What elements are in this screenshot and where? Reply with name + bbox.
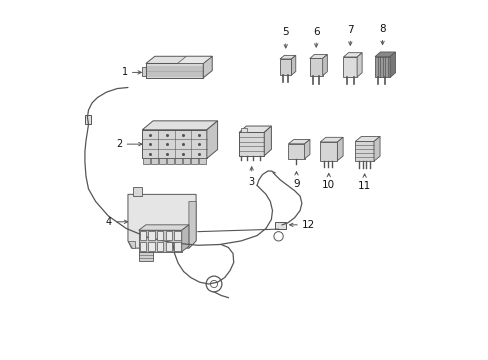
Text: 5: 5 bbox=[282, 27, 288, 37]
Polygon shape bbox=[337, 137, 343, 161]
Text: 6: 6 bbox=[312, 27, 319, 37]
Polygon shape bbox=[356, 53, 362, 77]
Polygon shape bbox=[343, 53, 362, 57]
Polygon shape bbox=[304, 139, 309, 159]
Bar bbox=[85, 116, 91, 125]
Polygon shape bbox=[145, 63, 203, 78]
Polygon shape bbox=[320, 137, 343, 142]
Polygon shape bbox=[374, 57, 389, 77]
Polygon shape bbox=[128, 241, 135, 248]
Polygon shape bbox=[142, 130, 206, 158]
Bar bbox=[157, 231, 163, 240]
Text: 10: 10 bbox=[322, 180, 335, 190]
Bar bbox=[167, 158, 174, 164]
Polygon shape bbox=[206, 121, 217, 158]
Text: 12: 12 bbox=[301, 220, 314, 230]
Polygon shape bbox=[389, 52, 395, 77]
Bar bbox=[148, 231, 155, 240]
Bar bbox=[241, 128, 247, 132]
Polygon shape bbox=[322, 54, 326, 76]
Polygon shape bbox=[280, 59, 291, 75]
Bar bbox=[274, 222, 285, 229]
Bar bbox=[174, 242, 180, 251]
Polygon shape bbox=[309, 54, 326, 58]
Bar bbox=[157, 242, 163, 251]
Bar bbox=[199, 158, 206, 164]
Polygon shape bbox=[288, 144, 304, 159]
Polygon shape bbox=[239, 126, 271, 132]
Polygon shape bbox=[291, 55, 295, 75]
Bar bbox=[165, 231, 172, 240]
Polygon shape bbox=[320, 142, 337, 161]
Bar bbox=[159, 158, 165, 164]
Polygon shape bbox=[280, 55, 295, 59]
Polygon shape bbox=[343, 57, 356, 77]
Bar bbox=[148, 242, 155, 251]
Polygon shape bbox=[374, 52, 395, 57]
Bar bbox=[183, 158, 190, 164]
Polygon shape bbox=[145, 56, 212, 63]
Polygon shape bbox=[203, 56, 212, 78]
Polygon shape bbox=[309, 58, 322, 76]
Polygon shape bbox=[355, 141, 373, 161]
Text: 9: 9 bbox=[293, 179, 299, 189]
Polygon shape bbox=[139, 230, 182, 252]
Text: 3: 3 bbox=[248, 177, 254, 186]
Polygon shape bbox=[239, 132, 264, 156]
Polygon shape bbox=[288, 139, 309, 144]
Bar bbox=[133, 187, 142, 196]
Polygon shape bbox=[128, 194, 196, 248]
Bar bbox=[165, 242, 172, 251]
Polygon shape bbox=[264, 126, 271, 156]
Polygon shape bbox=[139, 225, 188, 230]
Bar bbox=[142, 158, 149, 164]
Polygon shape bbox=[355, 136, 379, 141]
Text: 11: 11 bbox=[357, 181, 370, 191]
Bar bbox=[140, 231, 146, 240]
Text: 1: 1 bbox=[122, 67, 128, 77]
Polygon shape bbox=[142, 121, 217, 130]
Bar bbox=[142, 67, 145, 76]
Polygon shape bbox=[373, 136, 379, 161]
Bar bbox=[151, 158, 158, 164]
Polygon shape bbox=[188, 202, 196, 248]
Polygon shape bbox=[182, 225, 188, 252]
Text: 7: 7 bbox=[346, 25, 353, 35]
Text: 4: 4 bbox=[105, 217, 112, 227]
Text: 2: 2 bbox=[116, 139, 122, 149]
Bar bbox=[140, 242, 146, 251]
Polygon shape bbox=[177, 56, 212, 63]
Bar bbox=[174, 231, 180, 240]
Bar bbox=[175, 158, 182, 164]
Bar bbox=[191, 158, 198, 164]
Bar bbox=[139, 252, 153, 261]
Text: 8: 8 bbox=[379, 24, 385, 34]
